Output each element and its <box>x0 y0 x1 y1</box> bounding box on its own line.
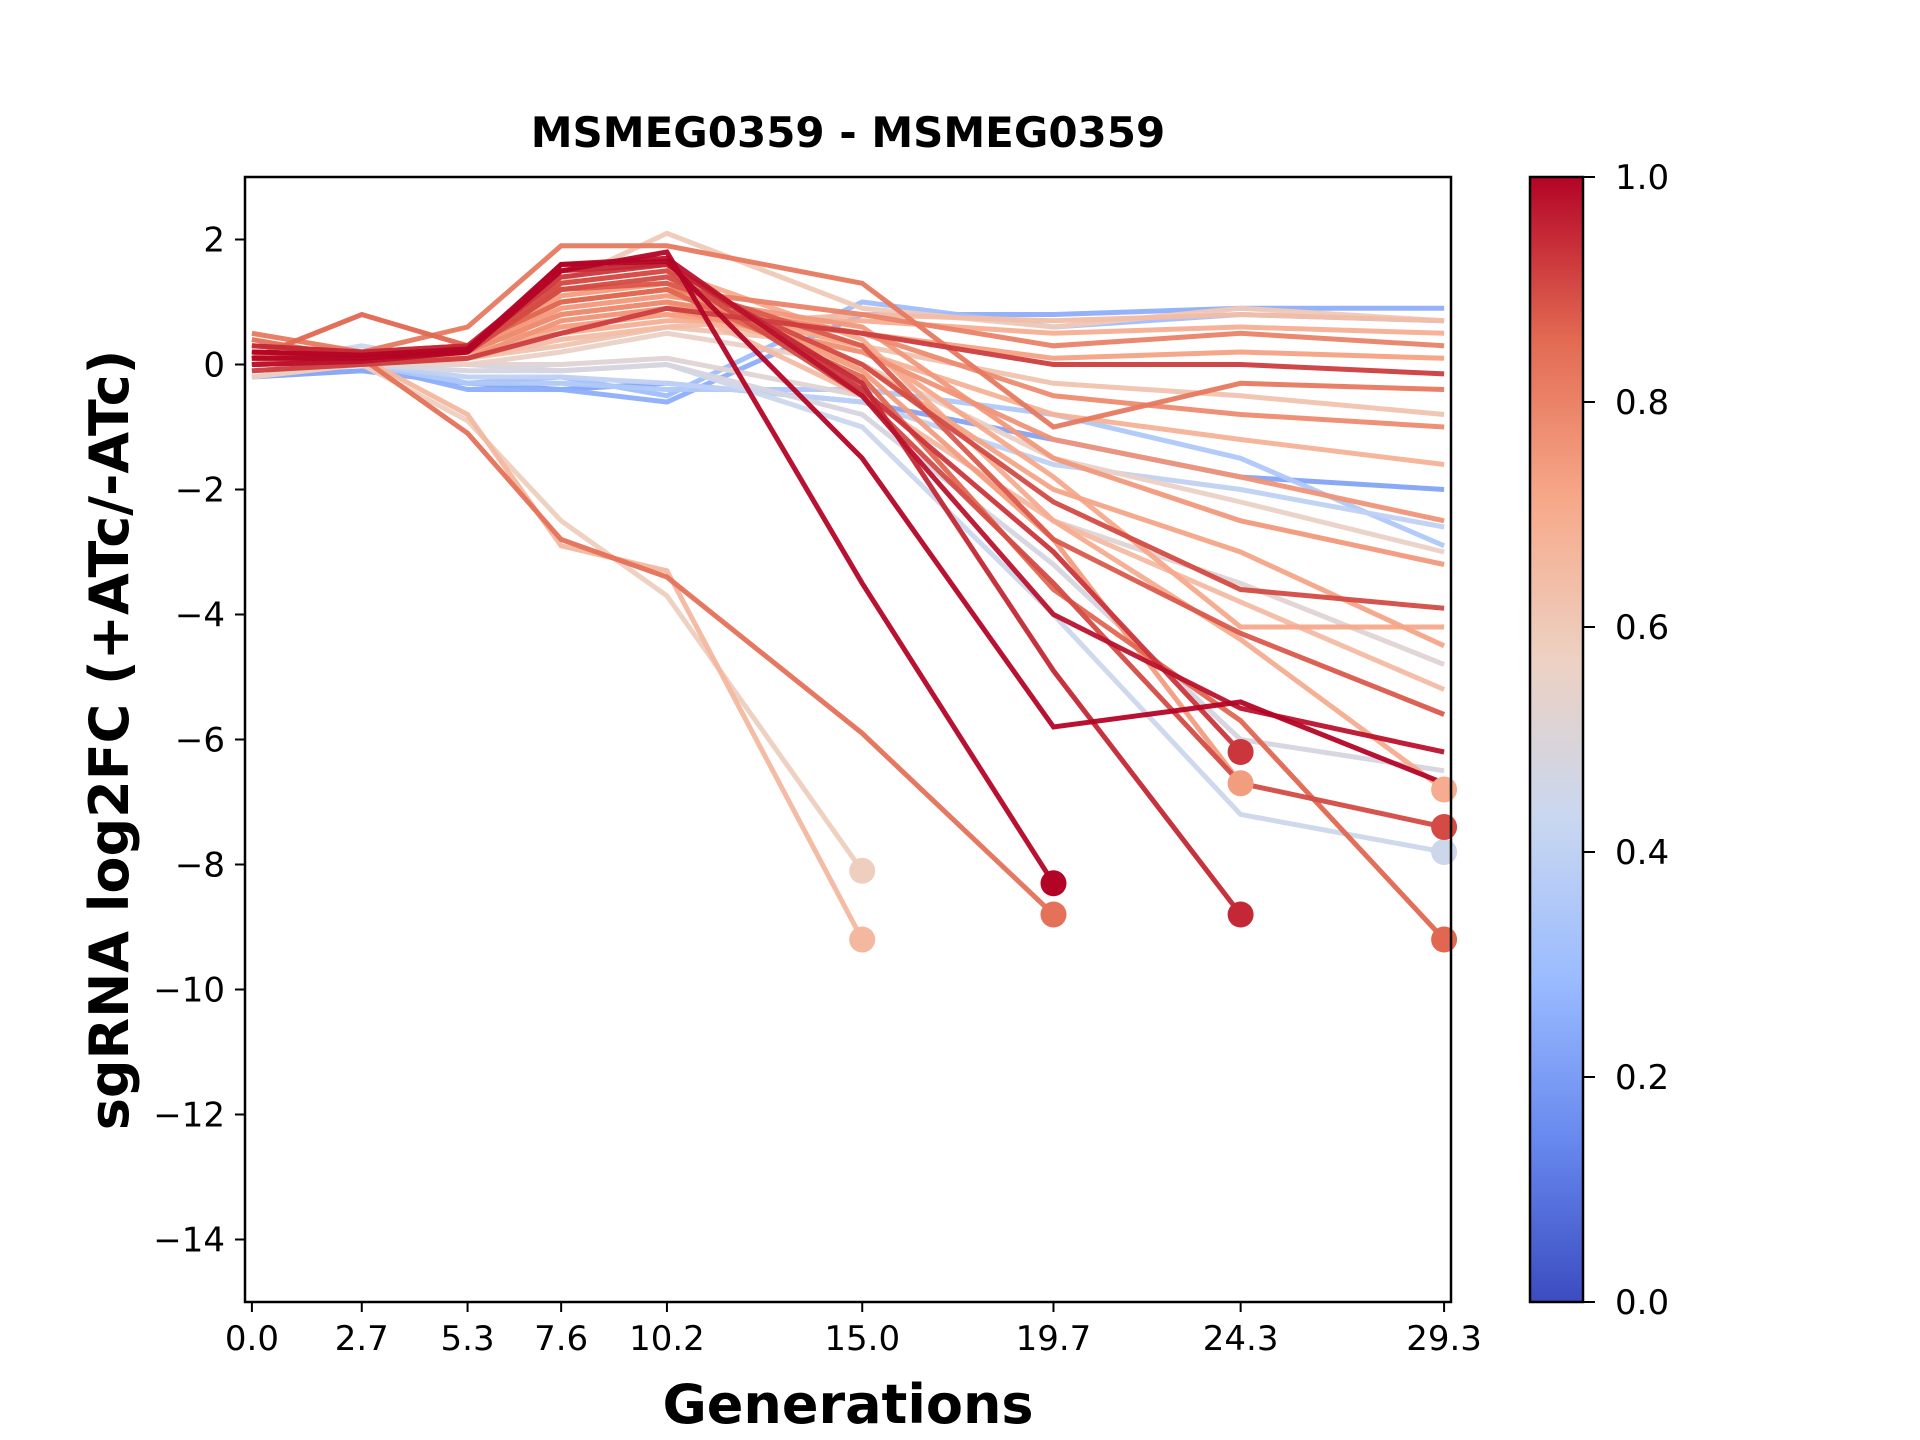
colorbar-tick-label: 0.4 <box>1615 833 1669 873</box>
x-tick-label: 10.2 <box>629 1319 705 1359</box>
x-axis-label: Generations <box>662 1373 1033 1436</box>
y-tick-label: 2 <box>203 221 225 261</box>
y-tick-label: −12 <box>153 1096 225 1136</box>
series-line-sgRNA-02 <box>251 249 1056 885</box>
series-line-sgRNA-33 <box>251 343 1445 855</box>
series-end-marker-sgRNA-21 <box>1431 776 1458 803</box>
y-tick-label: −14 <box>153 1221 225 1261</box>
x-tick-label: 15.0 <box>824 1319 900 1359</box>
y-tick-label: −4 <box>175 596 225 636</box>
y-tick-label: −2 <box>175 471 225 511</box>
colorbar-tick-label: 1.0 <box>1615 158 1669 198</box>
x-tick-label: 2.7 <box>335 1319 389 1359</box>
x-tick-label: 0.0 <box>225 1319 279 1359</box>
series-line-sgRNA-24 <box>251 355 865 941</box>
x-tick-label: 7.6 <box>534 1319 588 1359</box>
y-axis: 2 0 −2 −4 −6 −8 −10 −12 −14 <box>153 221 245 1261</box>
y-tick-label: −6 <box>175 721 225 761</box>
series-end-marker-sgRNA-24 <box>849 926 876 953</box>
x-tick-label: 19.7 <box>1016 1319 1092 1359</box>
series-end-marker-sgRNA-11 <box>1040 901 1067 928</box>
lines-layer <box>250 230 1446 942</box>
colorbar-tick-label: 0.2 <box>1615 1058 1669 1098</box>
series-end-marker-sgRNA-04 <box>1227 901 1254 928</box>
series-end-marker-sgRNA-17 <box>1227 770 1254 797</box>
x-tick-label: 5.3 <box>441 1319 495 1359</box>
colorbar-tick-label: 0.0 <box>1615 1283 1669 1323</box>
colorbar-ticks: 0.0 0.2 0.4 0.6 0.8 1.0 <box>1583 158 1669 1323</box>
y-tick-label: 0 <box>203 346 225 386</box>
x-tick-label: 29.3 <box>1406 1319 1482 1359</box>
series-end-marker-sgRNA-10 <box>1431 926 1458 953</box>
series-end-marker-sgRNA-29 <box>849 857 876 884</box>
series-line-sgRNA-04 <box>251 261 1243 917</box>
series-line-sgRNA-12 <box>251 243 1445 430</box>
series-line-sgRNA-01 <box>251 258 1446 786</box>
colorbar: 0.0 0.2 0.4 0.6 0.8 1.0 <box>1528 158 1669 1323</box>
y-axis-label: sgRNA log2FC (+ATc/-ATc) <box>78 350 141 1131</box>
x-tick-label: 24.3 <box>1203 1319 1279 1359</box>
colorbar-gradient <box>1528 175 1585 1304</box>
series-line-sgRNA-29 <box>251 361 865 873</box>
series-line-sgRNA-06 <box>251 305 1445 377</box>
y-tick-label: −10 <box>153 971 225 1011</box>
chart-title: MSMEG0359 - MSMEG0359 <box>531 108 1165 157</box>
y-tick-label: −8 <box>175 846 225 886</box>
series-end-marker-sgRNA-08 <box>1431 814 1458 840</box>
series-end-marker-sgRNA-33 <box>1431 839 1458 865</box>
colorbar-tick-label: 0.6 <box>1615 608 1669 648</box>
series-end-marker-sgRNA-05 <box>1227 739 1254 765</box>
x-axis: 0.0 2.7 5.3 7.6 10.2 15.0 19.7 24.3 29.3 <box>225 1302 1482 1359</box>
series-end-marker-sgRNA-02 <box>1040 870 1067 897</box>
markers-layer <box>849 739 1458 953</box>
colorbar-tick-label: 0.8 <box>1615 383 1669 423</box>
